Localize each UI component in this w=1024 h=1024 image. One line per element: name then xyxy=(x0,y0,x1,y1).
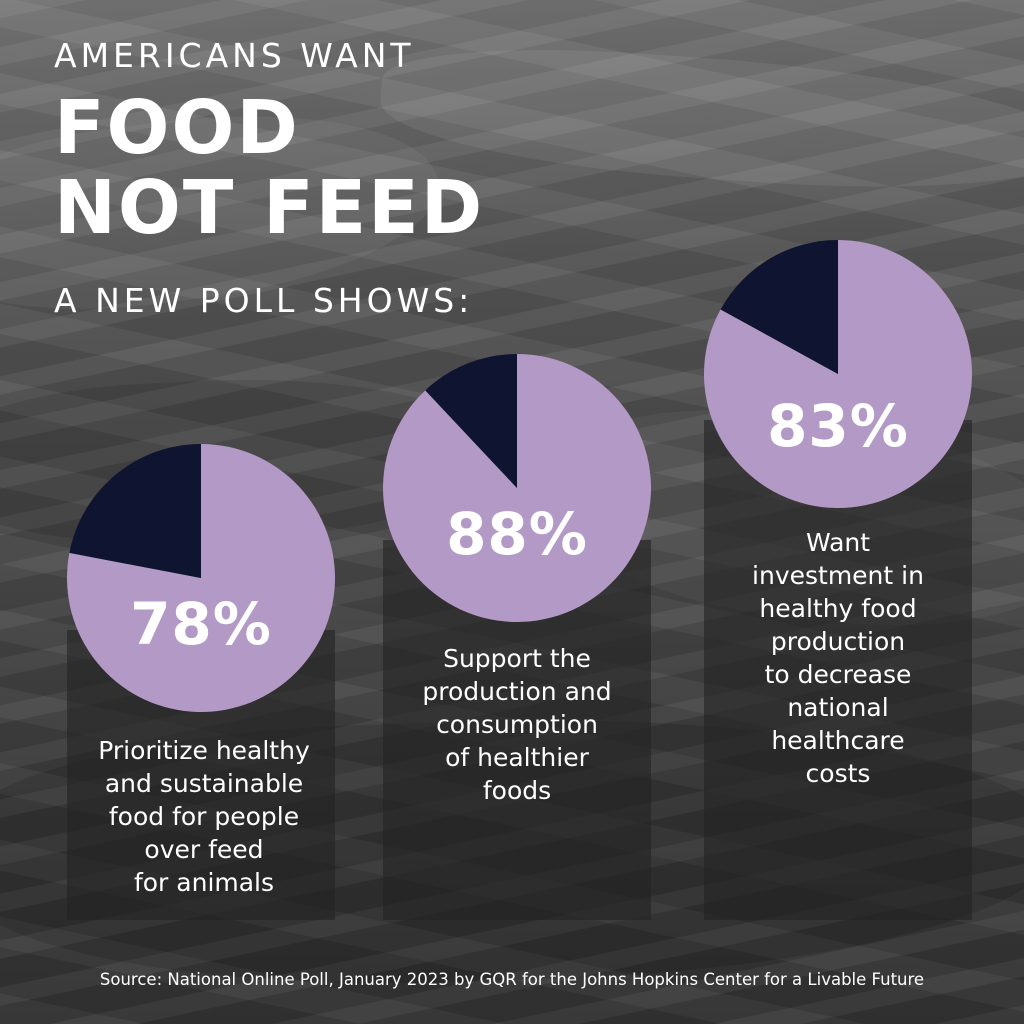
description-line: for animals xyxy=(133,868,275,897)
subkicker-text: A NEW POLL SHOWS: xyxy=(54,281,474,320)
pie-slice-majority xyxy=(383,354,651,622)
description-line: and sustainable xyxy=(104,769,304,798)
pie-slice-remainder xyxy=(720,240,838,374)
pie-2-description: Support the production and consumption o… xyxy=(383,642,651,807)
description-line: national xyxy=(787,693,889,722)
description-line: to decrease xyxy=(764,660,912,689)
description-line: investment in xyxy=(752,561,924,590)
description-line: healthy food xyxy=(759,594,917,623)
description-line: food for people xyxy=(108,802,300,831)
pie-2-percentage: 88% xyxy=(446,500,588,568)
pie-chart-1 xyxy=(67,444,335,712)
kicker-text: AMERICANS WANT xyxy=(54,36,415,75)
description-line: production xyxy=(770,627,906,656)
description-line: of healthier xyxy=(445,743,589,772)
pie-slice-majority xyxy=(67,444,335,712)
pie-slice-remainder xyxy=(425,354,517,488)
pie-slice-remainder xyxy=(69,444,201,578)
description-line: foods xyxy=(482,776,552,805)
description-line: over feed xyxy=(144,835,264,864)
description-line: healthcare xyxy=(771,726,905,755)
description-line: Prioritize healthy xyxy=(98,736,310,765)
description-line: Want xyxy=(805,528,871,557)
pie-chart-2 xyxy=(383,354,651,622)
description-line: consumption xyxy=(436,710,598,739)
pie-chart-3 xyxy=(704,240,972,508)
header: AMERICANS WANT FOOD NOT FEED xyxy=(54,30,484,248)
pie-1-percentage: 78% xyxy=(130,590,272,658)
pie-1-description: Prioritize healthy and sustainable food … xyxy=(70,734,338,899)
description-line: Support the xyxy=(443,644,591,673)
headline: FOOD NOT FEED xyxy=(54,88,484,248)
headline-line-1: FOOD xyxy=(54,85,300,171)
description-line: costs xyxy=(805,759,871,788)
headline-line-2: NOT FEED xyxy=(54,165,485,251)
pie-3-description: Want investment in healthy food producti… xyxy=(704,526,972,790)
description-line: production and xyxy=(422,677,612,706)
pie-3-percentage: 83% xyxy=(767,392,909,460)
source-citation: Source: National Online Poll, January 20… xyxy=(99,970,925,989)
